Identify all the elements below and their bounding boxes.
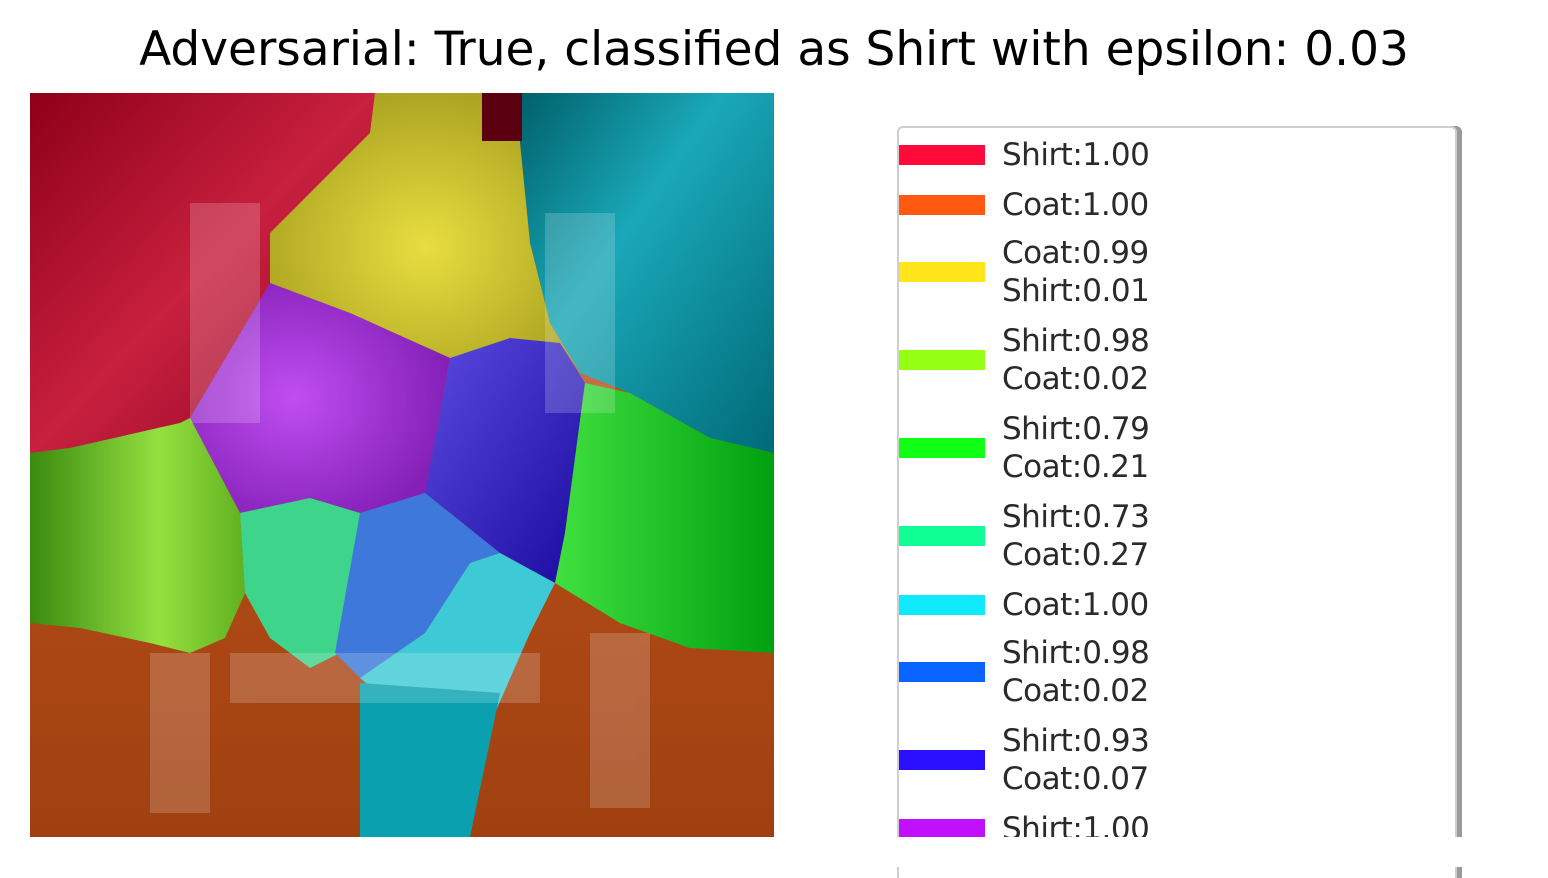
legend-swatch bbox=[899, 350, 985, 370]
legend-label: Shirt:0.79 Coat:0.21 bbox=[1002, 410, 1150, 486]
legend-item: Shirt:0.79 Coat:0.21 bbox=[899, 410, 1439, 486]
legend-label-line: Coat:0.99 bbox=[1002, 235, 1149, 271]
legend-label: Coat:0.99 Shirt:0.01 bbox=[1002, 234, 1150, 310]
legend-swatch bbox=[899, 438, 985, 458]
legend-label-line: Coat:0.27 bbox=[1002, 537, 1149, 573]
legend-label-line: Shirt:0.93 bbox=[1002, 723, 1150, 759]
legend-swatch bbox=[899, 145, 985, 165]
legend-label-line: Shirt:0.98 bbox=[1002, 323, 1150, 359]
figure-title: Adversarial: True, classified as Shirt w… bbox=[139, 22, 1409, 77]
legend-label-line: Coat:1.00 bbox=[1002, 587, 1149, 623]
legend-item: Coat:0.99 Shirt:0.01 bbox=[899, 234, 1439, 310]
legend-item: Shirt:0.98 Coat:0.02 bbox=[899, 634, 1439, 710]
legend-label: Shirt:0.98 Coat:0.02 bbox=[1002, 634, 1150, 710]
legend-item: Shirt:0.98 Coat:0.02 bbox=[899, 322, 1439, 398]
legend-label-line: Coat:1.00 bbox=[1002, 187, 1149, 223]
legend-item: Shirt:0.93 Coat:0.07 bbox=[899, 722, 1439, 798]
legend-bottom-clip bbox=[0, 837, 1548, 867]
legend-swatch bbox=[899, 662, 985, 682]
legend-label-line: Shirt:0.01 bbox=[1002, 273, 1150, 309]
legend-item: Coat:1.00 bbox=[899, 186, 1439, 224]
legend-item: Coat:1.00 bbox=[899, 586, 1439, 624]
legend-swatch bbox=[899, 262, 985, 282]
legend-swatch bbox=[899, 819, 985, 839]
legend-swatch bbox=[899, 750, 985, 770]
legend-item: Shirt:1.00 bbox=[899, 136, 1439, 174]
legend: Shirt:1.00 Coat:1.00 Coat:0.99 Shirt:0.01 Sh… bbox=[897, 126, 1457, 878]
legend-swatch bbox=[899, 526, 985, 546]
legend-label-line: Coat:0.07 bbox=[1002, 761, 1149, 797]
legend-label-line: Coat:0.02 bbox=[1002, 673, 1149, 709]
legend-label: Shirt:1.00 bbox=[1002, 136, 1150, 174]
legend-label: Coat:1.00 bbox=[1002, 186, 1149, 224]
legend-label-line: Shirt:0.98 bbox=[1002, 635, 1150, 671]
legend-label: Shirt:0.98 Coat:0.02 bbox=[1002, 322, 1150, 398]
legend-label: Coat:1.00 bbox=[1002, 586, 1149, 624]
legend-label: Shirt:0.73 Coat:0.27 bbox=[1002, 498, 1150, 574]
legend-swatch bbox=[899, 195, 985, 215]
legend-label-line: Coat:0.02 bbox=[1002, 361, 1149, 397]
legend-label-line: Shirt:0.79 bbox=[1002, 411, 1150, 447]
legend-item: Shirt:0.73 Coat:0.27 bbox=[899, 498, 1439, 574]
legend-label-line: Shirt:1.00 bbox=[1002, 137, 1150, 173]
legend-swatch bbox=[899, 595, 985, 615]
legend-label: Shirt:0.93 Coat:0.07 bbox=[1002, 722, 1150, 798]
segmentation-image bbox=[30, 93, 774, 837]
legend-label-line: Coat:0.21 bbox=[1002, 449, 1149, 485]
legend-label-line: Shirt:0.73 bbox=[1002, 499, 1150, 535]
